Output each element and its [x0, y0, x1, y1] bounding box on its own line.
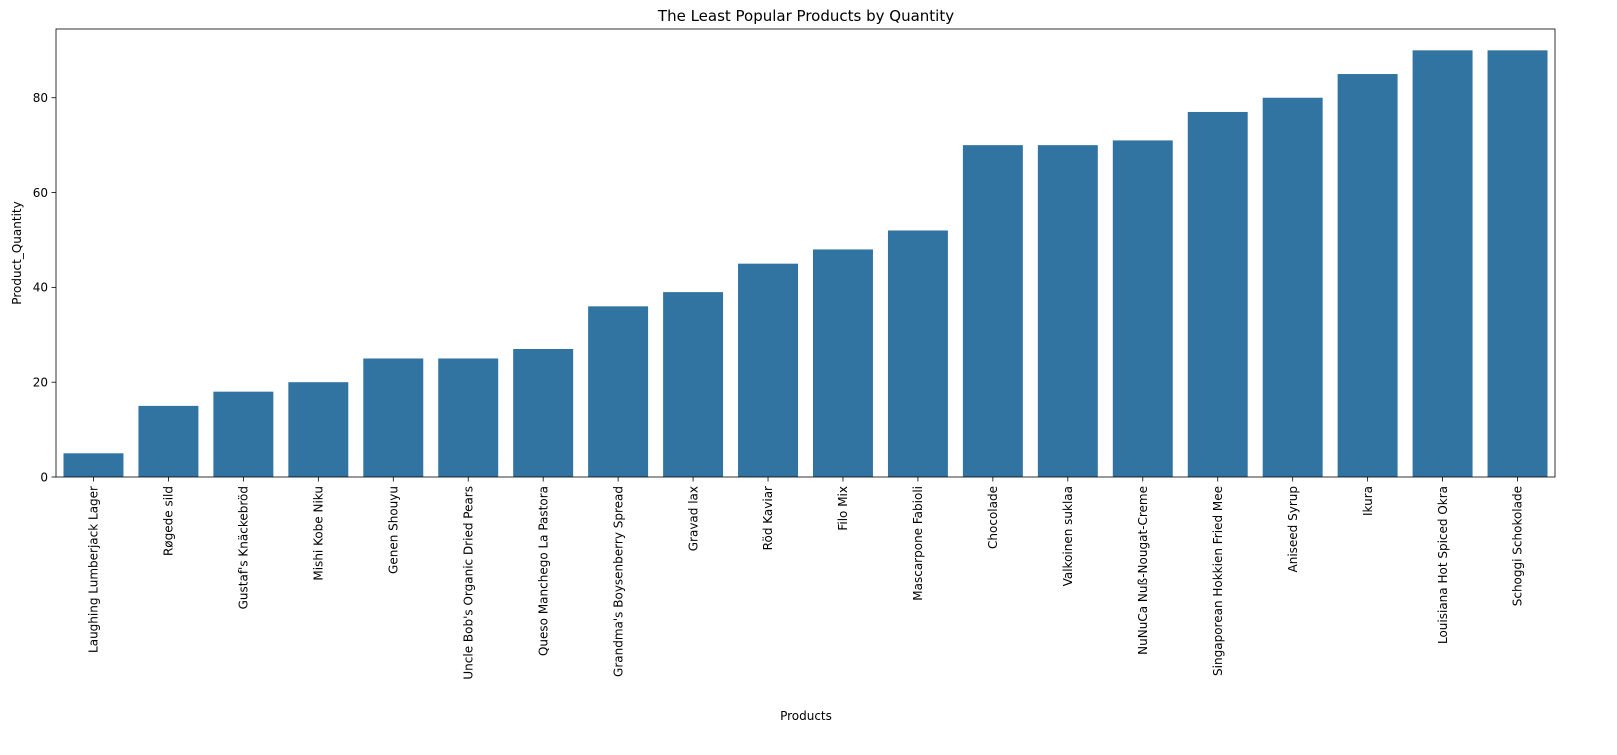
bar-5 [438, 358, 499, 477]
x-tick-label-6: Queso Manchego La Pastora [536, 486, 550, 656]
bar-12 [962, 145, 1023, 477]
x-tick-label-19: Schoggi Schokolade [1511, 486, 1525, 606]
x-tick-label-11: Mascarpone Fabioli [911, 486, 925, 601]
x-tick-label-0: Laughing Lumberjack Lager [87, 486, 101, 653]
bar-11 [887, 230, 948, 477]
x-tick-label-14: NuNuCa Nuß-Nougat-Creme [1136, 486, 1150, 655]
y-tick-label-2: 40 [33, 281, 48, 295]
x-tick-label-1: Røgede sild [162, 486, 176, 556]
y-tick-label-0: 0 [40, 470, 48, 484]
bar-4 [363, 358, 424, 477]
x-tick-label-15: Singaporean Hokkien Fried Mee [1211, 486, 1225, 676]
y-axis-label: Product_Quantity [10, 201, 24, 304]
bar-14 [1112, 140, 1173, 477]
x-tick-label-3: Mishi Kobe Niku [312, 486, 326, 581]
x-tick-label-4: Genen Shouyu [386, 486, 400, 574]
chart-title: The Least Popular Products by Quantity [657, 7, 954, 25]
bar-0 [63, 453, 124, 477]
x-tick-label-10: Filo Mix [836, 486, 850, 531]
bar-16 [1262, 97, 1323, 478]
bar-15 [1187, 111, 1248, 478]
bar-6 [513, 349, 574, 477]
x-tick-label-7: Grandma's Boysenberry Spread [611, 486, 625, 677]
x-axis-label: Products [780, 709, 832, 723]
y-tick-label-4: 80 [33, 91, 48, 105]
x-tick-label-5: Uncle Bob's Organic Dried Pears [461, 486, 475, 680]
axes-frame [55, 28, 1556, 478]
x-tick-label-9: Röd Kaviar [761, 486, 775, 550]
bar-7 [588, 306, 649, 477]
x-tick-label-18: Louisiana Hot Spiced Okra [1436, 486, 1450, 644]
x-tick-label-13: Valkoinen suklaa [1061, 486, 1075, 586]
bar-13 [1037, 145, 1098, 477]
bar-18 [1412, 50, 1473, 477]
x-tick-label-8: Gravad lax [686, 486, 700, 551]
x-tick-label-16: Aniseed Syrup [1286, 486, 1300, 572]
bar-19 [1487, 50, 1548, 477]
bar-1 [138, 405, 199, 477]
bar-2 [213, 391, 274, 477]
bar-3 [288, 382, 349, 477]
bar-9 [738, 263, 798, 477]
x-tick-label-2: Gustaf's Knäckebröd [237, 486, 251, 609]
bar-8 [663, 292, 724, 477]
plot-area: 0 20 40 60 80 Laughing Lumberjack Lager Røgede… [33, 28, 1556, 680]
x-tick-label-17: Ikura [1361, 486, 1375, 516]
x-tick-label-12: Chocolade [986, 486, 1000, 549]
bar-17 [1337, 74, 1398, 477]
y-tick-label-3: 60 [33, 186, 48, 200]
bar-10 [813, 249, 873, 477]
y-tick-label-1: 20 [33, 375, 48, 389]
